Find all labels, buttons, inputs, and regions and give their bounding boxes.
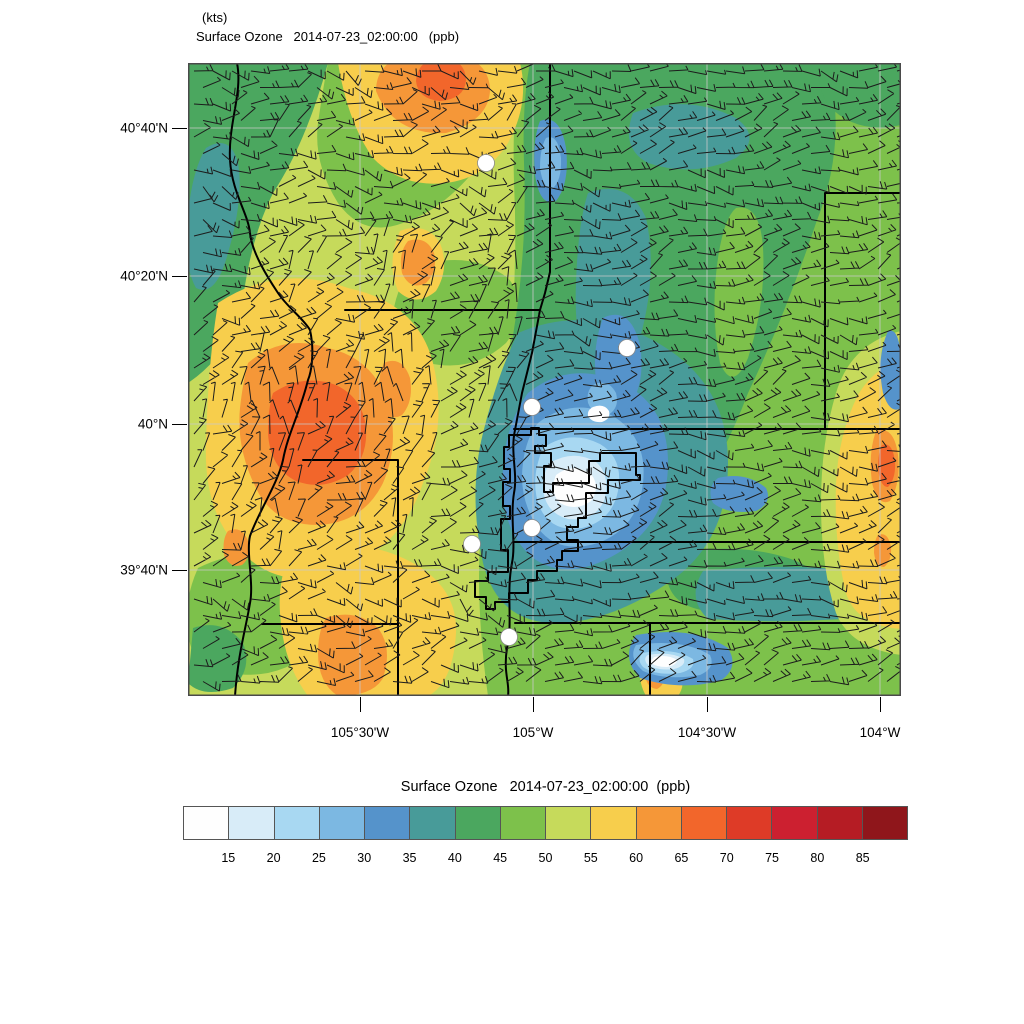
colorbar-cell	[681, 807, 727, 839]
station-marker	[500, 628, 518, 646]
station-marker	[618, 339, 636, 357]
lon-tick-mark	[532, 697, 534, 712]
colorbar-title: Surface Ozone 2014-07-23_02:00:00 (ppb)	[400, 779, 691, 795]
station-markers	[463, 154, 636, 646]
county-boundaries	[228, 63, 901, 696]
colorbar-tick-label: 75	[765, 851, 780, 865]
colorbar-cell	[591, 807, 637, 839]
lon-tick-label: 105°W	[512, 725, 554, 740]
colorbar-cell	[546, 807, 592, 839]
colorbar-tick-label: 40	[447, 851, 462, 865]
colorbar-tick-label: 45	[493, 851, 508, 865]
lat-tick-mark	[172, 127, 187, 129]
lon-tick-label: 105°30'W	[330, 725, 390, 740]
lat-tick-label: 40°N	[137, 416, 168, 432]
colorbar-tick-label: 35	[402, 851, 417, 865]
colorbar-cell	[184, 807, 230, 839]
colorbar	[183, 806, 908, 840]
colorbar-cell	[636, 807, 682, 839]
lon-tick-mark	[879, 697, 881, 712]
colorbar-cell	[862, 807, 907, 839]
station-marker	[523, 519, 541, 537]
colorbar-cell	[410, 807, 456, 839]
station-marker	[523, 398, 541, 416]
colorbar-tick-label: 30	[357, 851, 372, 865]
colorbar-tick-label: 80	[810, 851, 825, 865]
colorbar-tick-label: 50	[538, 851, 553, 865]
wind-units-label: (kts)	[202, 10, 228, 25]
colorbar-cell	[365, 807, 411, 839]
colorbar-cell	[727, 807, 773, 839]
colorbar-tick-label: 60	[629, 851, 644, 865]
colorbar-tick-label: 55	[583, 851, 598, 865]
station-marker	[463, 535, 481, 553]
station-marker	[477, 154, 495, 172]
colorbar-cell	[817, 807, 863, 839]
map-gridlines	[188, 63, 901, 696]
colorbar-tick-label: 65	[674, 851, 689, 865]
lat-tick-label: 40°20'N	[120, 268, 168, 284]
colorbar-tick-label: 25	[311, 851, 326, 865]
colorbar-cell	[772, 807, 818, 839]
lat-tick-label: 40°40'N	[120, 120, 168, 136]
ozone-map	[188, 63, 901, 696]
colorbar-tick-label: 15	[221, 851, 236, 865]
map-title: Surface Ozone 2014-07-23_02:00:00 (ppb)	[196, 29, 460, 44]
lon-tick-mark	[706, 697, 708, 712]
colorbar-tick-label: 20	[266, 851, 281, 865]
colorbar-tick-label: 70	[719, 851, 734, 865]
lon-tick-label: 104°W	[859, 725, 901, 740]
colorbar-tick-label: 85	[855, 851, 870, 865]
lat-tick-mark	[172, 275, 187, 277]
lon-tick-mark	[359, 697, 361, 712]
colorbar-cell	[500, 807, 546, 839]
colorbar-cell	[455, 807, 501, 839]
map-panel	[188, 63, 901, 696]
lat-tick-mark	[172, 423, 187, 425]
wind-barbs	[193, 63, 901, 692]
lat-tick-mark	[172, 569, 187, 571]
colorbar-cell	[274, 807, 320, 839]
lat-tick-label: 39°40'N	[120, 562, 168, 578]
colorbar-cell	[319, 807, 365, 839]
colorbar-cell	[229, 807, 275, 839]
map-frame	[188, 63, 901, 696]
lon-tick-label: 104°30'W	[677, 725, 737, 740]
